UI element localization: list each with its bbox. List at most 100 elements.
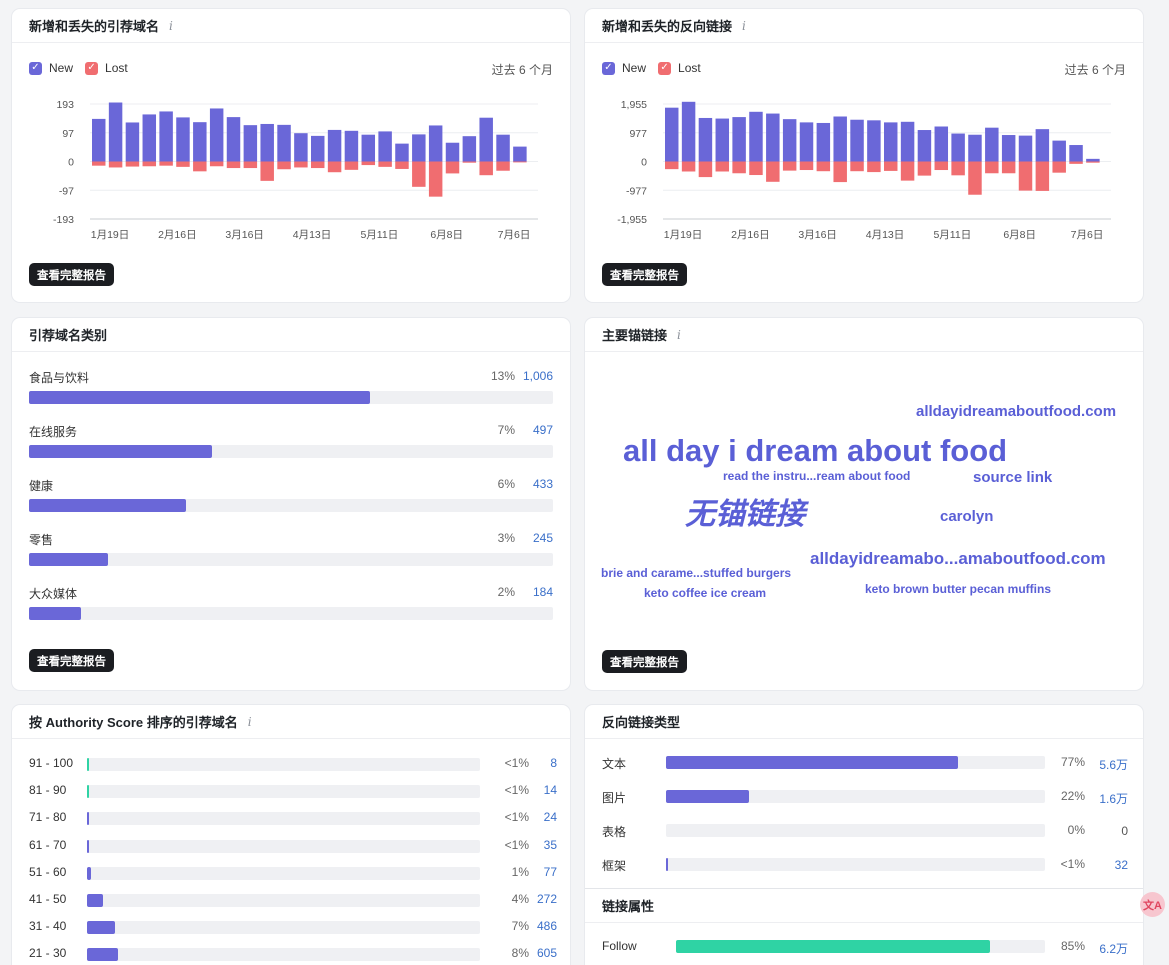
lost-bar	[1001, 161, 1016, 174]
anchor-word-link[interactable]: brie and carame...stuffed burgers	[601, 566, 792, 580]
lost-bar	[884, 161, 898, 171]
backlink-type-count-link[interactable]: 5.6万	[1099, 758, 1128, 772]
score-count-link[interactable]: 77	[543, 864, 557, 879]
score-count-link[interactable]: 24	[543, 810, 557, 825]
lost-bar	[428, 161, 443, 197]
score-count-link[interactable]: 35	[543, 837, 557, 852]
anchor-word-link[interactable]: 无锚链接	[685, 498, 805, 531]
link-attribute-count-link[interactable]: 6.2万	[1099, 942, 1128, 956]
score-bar-track	[87, 894, 480, 907]
info-icon[interactable]: i	[247, 714, 252, 729]
new-bar	[816, 122, 831, 162]
score-percent: <1%	[504, 837, 529, 852]
translate-icon[interactable]: 文A	[1140, 892, 1165, 917]
score-count-link[interactable]: 605	[536, 946, 557, 961]
lost-bar	[294, 161, 308, 168]
legend-new-toggle[interactable]: ✓ New	[602, 61, 646, 75]
score-bar-fill	[87, 921, 115, 935]
info-icon[interactable]: i	[169, 18, 173, 33]
category-row: 食品与饮料 13% 1,006	[29, 369, 553, 409]
anchor-word-link[interactable]: read the instru...ream about food	[723, 469, 911, 483]
score-bar-fill	[87, 894, 103, 907]
new-bar	[1086, 158, 1100, 162]
lost-bar	[92, 161, 106, 166]
anchor-word-link[interactable]: alldayidreamaboutfood.com	[916, 403, 1117, 420]
legend-lost-toggle[interactable]: ✓ Lost	[85, 61, 128, 75]
anchor-word-link[interactable]: keto coffee ice cream	[644, 586, 767, 600]
card-title: 新增和丢失的引荐域名	[29, 19, 160, 34]
y-tick-label: -97	[59, 185, 74, 197]
view-full-report-button[interactable]: 查看完整报告	[29, 263, 114, 286]
score-range-label: 81 - 90	[29, 783, 67, 798]
score-count-link[interactable]: 8	[550, 756, 557, 770]
score-count-link[interactable]: 14	[543, 783, 557, 798]
category-count-link[interactable]: 497	[532, 423, 553, 437]
category-count-link[interactable]: 245	[532, 531, 553, 545]
new-bar	[176, 117, 190, 162]
anchor-word-link[interactable]: keto brown butter pecan muffins	[865, 582, 1052, 596]
lost-bar	[108, 161, 123, 168]
y-tick-label: 0	[68, 157, 74, 169]
card-header: 反向链接类型	[585, 705, 1143, 739]
new-bar	[159, 111, 173, 162]
view-full-report-button[interactable]: 查看完整报告	[602, 650, 687, 673]
category-count-link[interactable]: 184	[532, 585, 553, 599]
category-name: 大众媒体	[29, 587, 78, 601]
card-header: 主要锚链接 i	[585, 318, 1143, 352]
checkbox-checked-icon[interactable]: ✓	[29, 61, 42, 75]
lost-bar	[715, 161, 730, 172]
authority-score-row: 81 - 90 <1% 14	[29, 780, 557, 800]
score-count-link[interactable]: 272	[536, 892, 557, 906]
new-bar	[193, 122, 207, 162]
legend-new-toggle[interactable]: ✓ New	[29, 61, 73, 75]
lost-bar	[1018, 161, 1033, 191]
card-title: 新增和丢失的反向链接	[602, 19, 733, 34]
anchor-word-link[interactable]: carolyn	[940, 508, 994, 525]
x-tick-label: 5月11日	[933, 229, 971, 241]
category-count-link[interactable]: 1,006	[522, 369, 553, 383]
score-percent: <1%	[504, 783, 529, 798]
checkbox-checked-icon[interactable]: ✓	[658, 61, 672, 75]
x-tick-label: 6月8日	[430, 229, 463, 241]
new-bar	[378, 131, 392, 162]
info-icon[interactable]: i	[742, 18, 746, 33]
chart-legend: ✓ New ✓ Lost	[602, 61, 713, 75]
lost-bar	[766, 161, 780, 182]
backlink-type-count-link[interactable]: 32	[1114, 858, 1128, 872]
period-label: 过去 6 个月	[491, 63, 553, 77]
category-row: 零售 3% 245	[29, 531, 553, 571]
score-bar-fill	[87, 812, 90, 826]
category-bar-track	[29, 499, 553, 512]
y-tick-label: -193	[53, 214, 74, 226]
new-bar	[1018, 135, 1033, 162]
section-divider	[585, 888, 1143, 889]
checkbox-checked-icon[interactable]: ✓	[85, 61, 99, 75]
lost-bar	[479, 161, 493, 176]
card-title: 引荐域名类别	[29, 328, 108, 343]
anchor-word-link[interactable]: all day i dream about food	[623, 433, 1008, 468]
new-lost-domains-chart[interactable]: 193 97 0 -97 -193 1月19日 2月16日 3月16日 4月13日 5月11日 6月…	[12, 95, 570, 255]
legend-lost-toggle[interactable]: ✓ Lost	[658, 61, 701, 75]
new-bar	[665, 107, 679, 162]
backlink-type-count-link[interactable]: 1.6万	[1099, 792, 1128, 806]
category-name: 食品与饮料	[29, 371, 90, 385]
anchor-word-link[interactable]: alldayidreamabo...amaboutfood.com	[810, 549, 1106, 568]
new-bar	[294, 133, 308, 162]
category-bar-fill	[29, 607, 82, 620]
score-range-label: 71 - 80	[29, 810, 67, 825]
new-lost-backlinks-chart[interactable]: 1,955 977 0 -977 -1,955 1月19日 2月16日 3月16日 4月13日 5…	[585, 95, 1143, 255]
card-title: 按 Authority Score 排序的引荐域名	[29, 715, 238, 730]
chart-legend: ✓ New ✓ Lost	[29, 61, 140, 75]
lost-bar	[193, 161, 207, 172]
category-count-link[interactable]: 433	[532, 477, 553, 491]
score-count-link[interactable]: 486	[536, 919, 557, 934]
score-bar-fill	[87, 785, 90, 799]
view-full-report-button[interactable]: 查看完整报告	[29, 649, 114, 672]
view-full-report-button[interactable]: 查看完整报告	[602, 263, 687, 286]
x-tick-label: 4月13日	[866, 229, 905, 241]
category-percent: 6%	[497, 477, 515, 491]
info-icon[interactable]: i	[677, 327, 681, 342]
x-tick-label: 6月8日	[1003, 229, 1036, 241]
anchor-word-link[interactable]: source link	[973, 469, 1053, 486]
checkbox-checked-icon[interactable]: ✓	[602, 61, 615, 75]
